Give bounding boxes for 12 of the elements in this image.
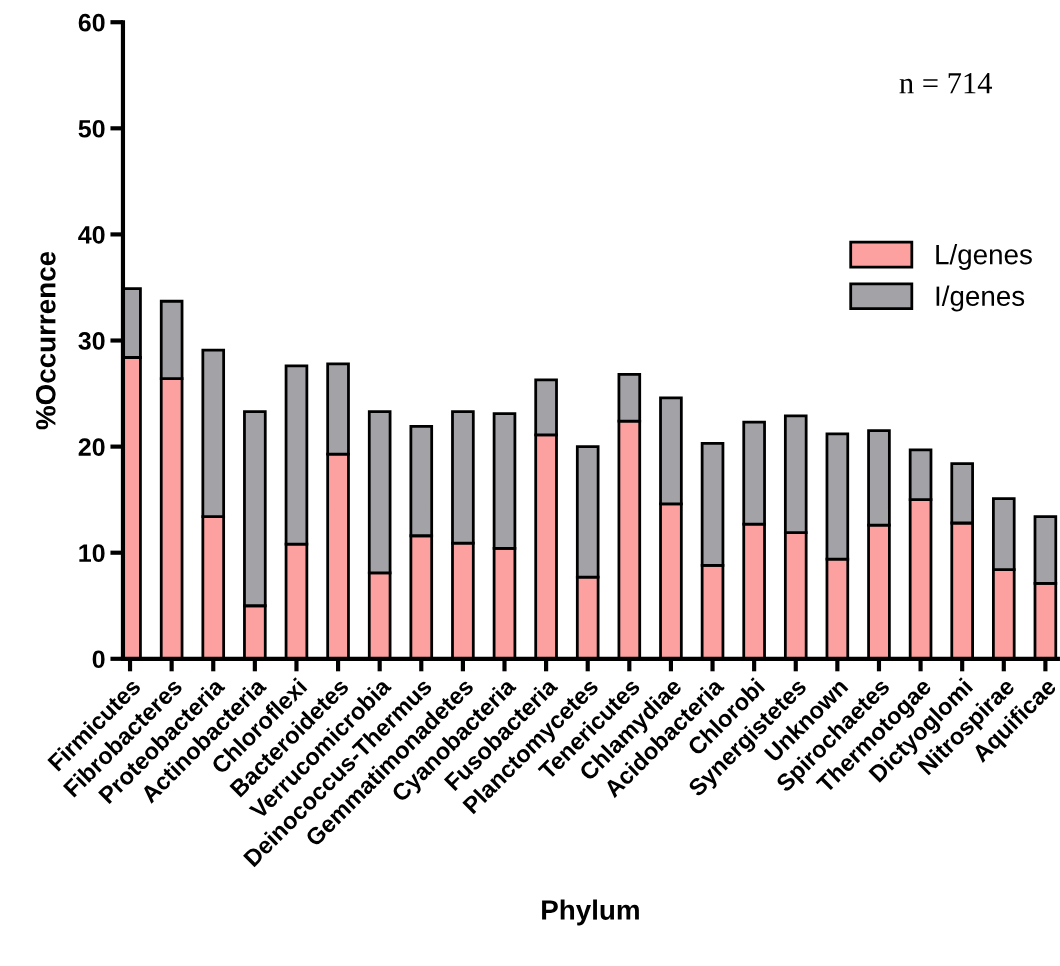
y-tick-label: 50 [78,119,105,138]
y-tick-label: 10 [79,544,105,563]
y-tick-label: 0 [92,650,105,669]
y-tick-label: 30 [78,332,105,350]
y-tick-label: 40 [78,226,105,244]
y-axis-title: %Occurrence [35,251,56,430]
legend-label: L/genes [936,244,1032,270]
y-tick-label: 20 [78,438,105,456]
x-axis-title: Phylum [542,899,639,926]
y-tick-label: 60 [78,13,105,32]
legend-label: I/genes [936,285,1025,312]
annotation: n = 714 [899,73,993,94]
